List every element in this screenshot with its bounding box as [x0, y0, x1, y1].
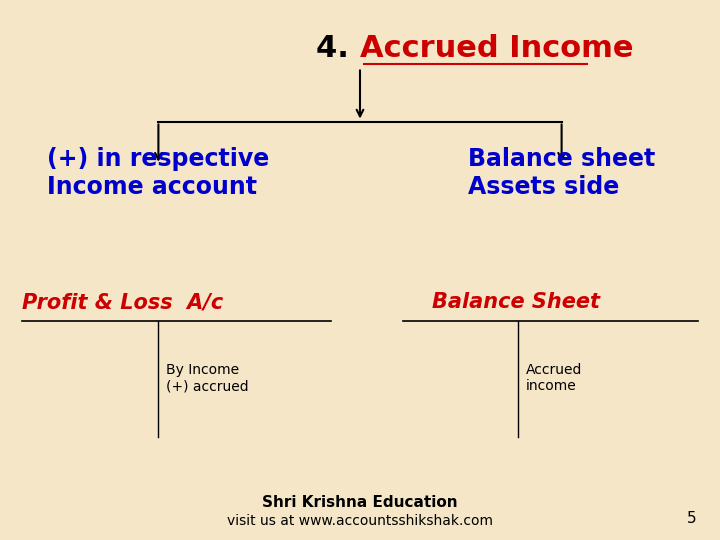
Text: Profit & Loss  A/c: Profit & Loss A/c	[22, 292, 223, 313]
Text: Accrued
income: Accrued income	[526, 363, 582, 393]
Text: visit us at www.accountsshikshak.com: visit us at www.accountsshikshak.com	[227, 514, 493, 528]
Text: 4.: 4.	[317, 34, 360, 63]
Text: Balance Sheet: Balance Sheet	[432, 292, 600, 313]
Text: By Income
(+) accrued: By Income (+) accrued	[166, 363, 248, 393]
Text: 5: 5	[686, 511, 696, 526]
Text: Shri Krishna Education: Shri Krishna Education	[262, 495, 458, 510]
Text: (+) in respective
Income account: (+) in respective Income account	[48, 147, 269, 199]
Text: Balance sheet
Assets side: Balance sheet Assets side	[468, 147, 655, 199]
Text: Accrued Income: Accrued Income	[360, 34, 634, 63]
